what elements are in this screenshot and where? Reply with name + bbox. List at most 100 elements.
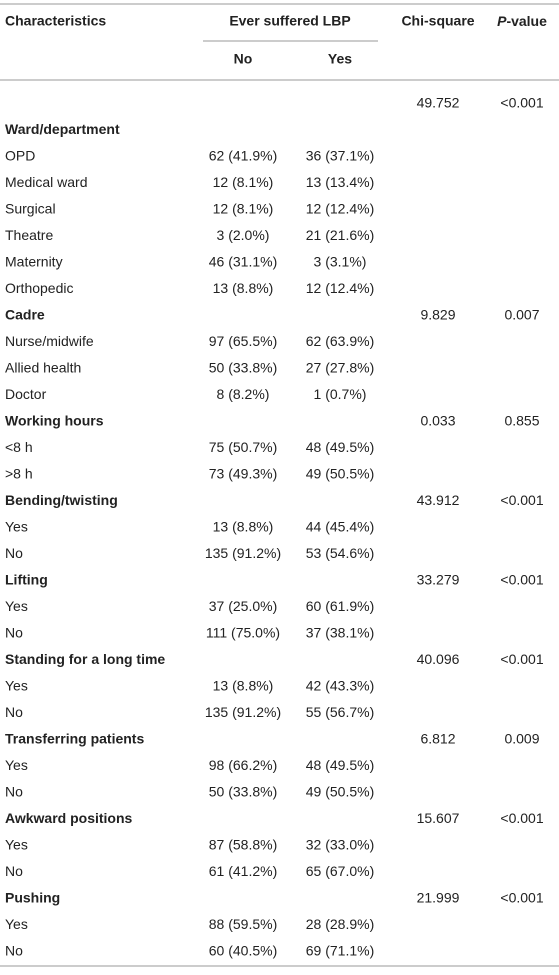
section-heading: Bending/twisting (5, 492, 118, 508)
row-label: Maternity (5, 254, 63, 270)
cell-no: 12 (8.1%) (213, 174, 274, 190)
cell-p-value: <0.001 (500, 572, 543, 588)
row-label: Yes (5, 678, 28, 694)
cell-no: 61 (41.2%) (209, 863, 277, 879)
cell-no: 75 (50.7%) (209, 439, 277, 455)
cell-chi-square: 40.096 (417, 651, 460, 667)
cell-no: 62 (41.9%) (209, 148, 277, 164)
row-label: Yes (5, 757, 28, 773)
header-p-rest: -value (506, 13, 547, 29)
cell-no: 46 (31.1%) (209, 254, 277, 270)
cell-chi-square: 43.912 (417, 492, 460, 508)
row-label: No (5, 625, 23, 641)
cell-yes: 42 (43.3%) (306, 678, 374, 694)
cell-no: 13 (8.8%) (213, 519, 274, 535)
cell-yes: 53 (54.6%) (306, 545, 374, 561)
cell-no: 3 (2.0%) (217, 227, 270, 243)
cell-no: 13 (8.8%) (213, 280, 274, 296)
cell-p-value: <0.001 (500, 890, 543, 906)
cell-no: 135 (91.2%) (205, 545, 281, 561)
cell-chi-square: 49.752 (417, 95, 460, 111)
row-label: No (5, 943, 23, 959)
row-label: <8 h (5, 439, 33, 455)
header-chi: Chi-square (401, 13, 474, 29)
row-label: Yes (5, 916, 28, 932)
cell-no: 8 (8.2%) (217, 386, 270, 402)
cell-yes: 60 (61.9%) (306, 598, 374, 614)
row-label: Medical ward (5, 174, 87, 190)
section-heading: Ward/department (5, 121, 120, 137)
row-label: Yes (5, 519, 28, 535)
header-p: P-value (497, 13, 547, 29)
cell-no: 73 (49.3%) (209, 466, 277, 482)
cell-no: 60 (40.5%) (209, 943, 277, 959)
cell-p-value: 0.007 (504, 307, 539, 323)
cell-chi-square: 33.279 (417, 572, 460, 588)
cell-yes: 55 (56.7%) (306, 704, 374, 720)
cell-yes: 28 (28.9%) (306, 916, 374, 932)
cell-yes: 37 (38.1%) (306, 625, 374, 641)
row-label: >8 h (5, 466, 33, 482)
cell-no: 37 (25.0%) (209, 598, 277, 614)
row-label: Theatre (5, 227, 53, 243)
cell-p-value: 0.855 (504, 413, 539, 429)
cell-no: 87 (58.8%) (209, 837, 277, 853)
cell-no: 111 (75.0%) (206, 625, 280, 641)
row-label: Doctor (5, 386, 47, 402)
cell-yes: 65 (67.0%) (306, 863, 374, 879)
cell-yes: 27 (27.8%) (306, 360, 374, 376)
cell-chi-square: 6.812 (420, 731, 455, 747)
cell-no: 98 (66.2%) (209, 757, 277, 773)
cell-chi-square: 9.829 (420, 307, 455, 323)
section-heading: Pushing (5, 890, 60, 906)
cell-no: 97 (65.5%) (209, 333, 277, 349)
header-p-italic: P (497, 13, 507, 29)
cell-p-value: <0.001 (500, 810, 543, 826)
cell-yes: 32 (33.0%) (306, 837, 374, 853)
cell-yes: 12 (12.4%) (306, 280, 374, 296)
section-heading: Awkward positions (5, 810, 133, 826)
cell-p-value: <0.001 (500, 95, 543, 111)
row-label: No (5, 784, 23, 800)
cell-p-value: <0.001 (500, 651, 543, 667)
cell-no: 50 (33.8%) (209, 360, 277, 376)
cell-chi-square: 21.999 (417, 890, 460, 906)
row-label: Surgical (5, 201, 56, 217)
cell-yes: 1 (0.7%) (314, 386, 367, 402)
row-label: Nurse/midwife (5, 333, 94, 349)
cell-no: 88 (59.5%) (209, 916, 277, 932)
row-label: No (5, 704, 23, 720)
cell-p-value: <0.001 (500, 492, 543, 508)
row-label: Yes (5, 598, 28, 614)
row-label: Yes (5, 837, 28, 853)
header-yes: Yes (328, 51, 352, 67)
cell-yes: 62 (63.9%) (306, 333, 374, 349)
cell-yes: 3 (3.1%) (314, 254, 367, 270)
cell-yes: 48 (49.5%) (306, 757, 374, 773)
cell-yes: 36 (37.1%) (306, 148, 374, 164)
cell-no: 50 (33.8%) (209, 784, 277, 800)
header-no: No (234, 51, 253, 67)
row-label: OPD (5, 148, 35, 164)
cell-yes: 13 (13.4%) (306, 174, 374, 190)
header-group: Ever suffered LBP (229, 13, 350, 29)
row-label: Allied health (5, 360, 81, 376)
row-label: Orthopedic (5, 280, 73, 296)
cell-yes: 69 (71.1%) (306, 943, 374, 959)
section-heading: Standing for a long time (5, 651, 165, 667)
cell-yes: 49 (50.5%) (306, 466, 374, 482)
cell-yes: 44 (45.4%) (306, 519, 374, 535)
cell-no: 135 (91.2%) (205, 704, 281, 720)
cell-yes: 21 (21.6%) (306, 227, 374, 243)
cell-chi-square: 0.033 (420, 413, 455, 429)
cell-p-value: 0.009 (504, 731, 539, 747)
section-heading: Working hours (5, 413, 104, 429)
cell-yes: 12 (12.4%) (306, 201, 374, 217)
cell-no: 12 (8.1%) (213, 201, 274, 217)
header-characteristics: Characteristics (5, 13, 106, 29)
section-heading: Lifting (5, 572, 48, 588)
cell-no: 13 (8.8%) (213, 678, 274, 694)
cell-yes: 49 (50.5%) (306, 784, 374, 800)
section-heading: Transferring patients (5, 731, 144, 747)
